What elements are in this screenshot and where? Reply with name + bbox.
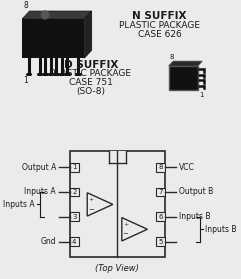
Text: 2: 2 <box>72 189 76 195</box>
Text: 3: 3 <box>72 214 77 220</box>
Text: −: − <box>123 232 129 237</box>
Text: Inputs B: Inputs B <box>205 225 237 234</box>
Bar <box>70 187 79 196</box>
Text: (Top View): (Top View) <box>95 264 139 273</box>
Polygon shape <box>84 11 92 58</box>
Text: Gnd: Gnd <box>40 237 56 246</box>
Text: 7: 7 <box>158 189 163 195</box>
Text: D SUFFIX: D SUFFIX <box>64 60 118 70</box>
Text: 1: 1 <box>72 164 77 170</box>
Text: Inputs A: Inputs A <box>24 187 56 196</box>
Text: 8: 8 <box>158 164 163 170</box>
Text: +: + <box>88 197 94 202</box>
Text: (SO-8): (SO-8) <box>76 87 105 96</box>
Text: 4: 4 <box>72 239 76 245</box>
Polygon shape <box>22 11 92 19</box>
Text: PLASTIC PACKAGE: PLASTIC PACKAGE <box>50 69 131 78</box>
Text: VCC: VCC <box>179 163 194 172</box>
Text: Output B: Output B <box>179 187 213 196</box>
Text: 8: 8 <box>169 54 174 60</box>
Text: N SUFFIX: N SUFFIX <box>132 11 187 21</box>
Bar <box>22 19 84 58</box>
Text: 5: 5 <box>158 239 162 245</box>
Bar <box>70 237 79 246</box>
Bar <box>168 66 198 90</box>
Text: CASE 751: CASE 751 <box>69 78 113 87</box>
Bar <box>156 237 165 246</box>
Polygon shape <box>168 61 202 66</box>
Bar <box>109 151 126 163</box>
Circle shape <box>41 11 49 19</box>
Text: 6: 6 <box>158 214 163 220</box>
Text: −: − <box>88 207 94 213</box>
Bar <box>156 212 165 221</box>
Text: 1: 1 <box>199 92 203 98</box>
Text: PLASTIC PACKAGE: PLASTIC PACKAGE <box>119 21 200 30</box>
Text: Inputs B: Inputs B <box>179 212 210 221</box>
Text: 8: 8 <box>23 1 28 10</box>
Bar <box>70 151 165 258</box>
Text: Output A: Output A <box>22 163 56 172</box>
Text: 1: 1 <box>23 76 28 85</box>
Text: Inputs A: Inputs A <box>3 200 35 209</box>
Bar <box>156 163 165 172</box>
Bar <box>70 163 79 172</box>
Text: +: + <box>123 222 128 227</box>
Bar <box>156 187 165 196</box>
Text: CASE 626: CASE 626 <box>138 30 181 39</box>
Bar <box>70 212 79 221</box>
